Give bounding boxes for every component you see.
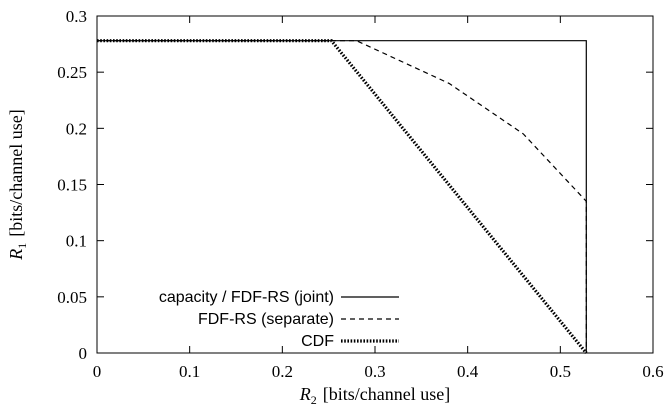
legend-label-0: capacity / FDF-RS (joint)	[159, 289, 334, 306]
x-axis-label: R2 [bits/channel use]	[299, 384, 450, 407]
legend: capacity / FDF-RS (joint) FDF-RS (separat…	[159, 289, 399, 350]
legend-label-1: FDF-RS (separate)	[198, 311, 334, 328]
x-tick-label: 0.2	[272, 362, 293, 381]
y-axis-label: R1 [bits/channel use]	[6, 109, 29, 260]
series-line-2	[97, 39, 588, 355]
x-axis-sub: 2	[311, 393, 317, 407]
y-tick-label: 0.25	[57, 63, 87, 82]
plot-content	[97, 39, 588, 355]
y-tick-label: 0.1	[66, 232, 87, 251]
x-tick-label: 0.6	[642, 362, 663, 381]
x-axis-unit: [bits/channel use]	[323, 384, 450, 404]
y-tick-label: 0.05	[57, 288, 87, 307]
series-line-0	[97, 40, 587, 353]
y-tick-label: 0.15	[57, 176, 87, 195]
x-tick-label: 0.1	[179, 362, 200, 381]
y-tick-label: 0	[79, 344, 88, 363]
y-axis-unit: [bits/channel use]	[6, 109, 26, 236]
y-tick-label: 0.2	[66, 119, 87, 138]
x-axis-var: R	[299, 384, 311, 404]
y-axis-sub: 1	[15, 243, 29, 249]
legend-label-2: CDF	[301, 333, 334, 350]
y-tick-label: 0.3	[66, 7, 87, 26]
tick-labels: 0 0.1 0.2 0.3 0.4 0.5 0.6 0 0.05 0.1 0.15 0.2 0.25 0.…	[57, 7, 663, 381]
x-tick-label: 0.3	[364, 362, 385, 381]
axis-ticks	[96, 15, 654, 354]
x-tick-label: 0.4	[457, 362, 479, 381]
y-axis-var: R	[6, 249, 26, 261]
series-line-1	[97, 40, 587, 353]
x-tick-label: 0	[93, 362, 102, 381]
x-tick-label: 0.5	[550, 362, 571, 381]
